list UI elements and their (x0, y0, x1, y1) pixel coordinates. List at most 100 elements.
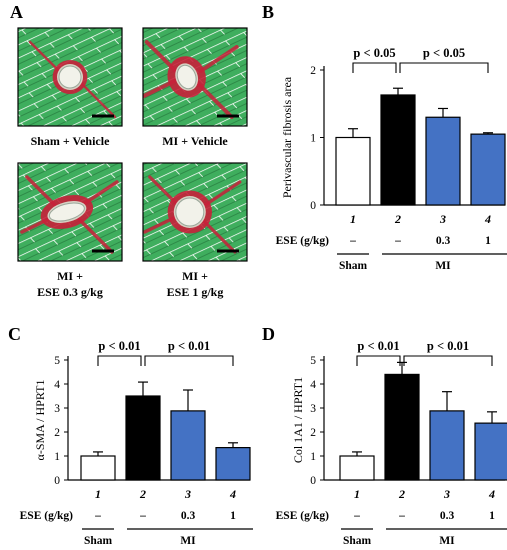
p-value-label: p < 0.01 (168, 339, 210, 353)
p-value-label: p < 0.05 (353, 46, 395, 60)
panel-a-letter: A (10, 2, 23, 22)
bar-number: 4 (229, 487, 236, 501)
bar-number: 1 (350, 212, 356, 226)
bar-number: 4 (488, 487, 495, 501)
histology-caption: MI + (57, 269, 83, 283)
bar-4 (215, 447, 251, 481)
bar-3 (170, 410, 206, 481)
significance-bracket (144, 355, 234, 366)
y-tick-label: 4 (310, 379, 316, 391)
dose-label: – (394, 235, 401, 247)
dose-label: – (94, 510, 101, 522)
bar-2 (125, 395, 161, 481)
dose-label: – (139, 510, 146, 522)
y-tick-label: 1 (310, 133, 316, 145)
histology-caption: ESE 1 g/kg (167, 285, 224, 299)
panel-b-letter: B (262, 2, 274, 22)
y-tick-label: 0 (54, 475, 60, 487)
histology-image-3 (17, 162, 123, 262)
chart-d: 0 1 2 3 4 5 Col 1A1 / HPRT1 1 – 2 – 3 0.3 4 1 ESE (g/kg… (276, 339, 507, 547)
bar-3 (425, 116, 461, 206)
dose-label: – (398, 510, 405, 522)
panel-d-letter: D (262, 324, 275, 344)
mi-group-label: MI (439, 535, 455, 547)
bar-4 (470, 133, 506, 206)
y-tick-label: 3 (54, 403, 60, 415)
bar-number: 1 (354, 487, 360, 501)
y-tick-label: 2 (310, 427, 316, 439)
dose-label: 1 (485, 235, 491, 247)
histology-image-1 (17, 27, 123, 127)
y-axis-label: α-SMA / HPRT1 (33, 380, 47, 461)
bar-4 (474, 422, 507, 481)
significance-bracket (97, 355, 142, 366)
vessel-lumen (48, 202, 85, 222)
bar-number: 3 (443, 487, 450, 501)
bar-number: 2 (394, 212, 401, 226)
y-tick-label: 1 (310, 451, 316, 463)
fibrosis-streak (202, 180, 242, 208)
mi-group-label: MI (435, 260, 451, 272)
y-tick-label: 0 (310, 475, 316, 487)
significance-bracket (403, 355, 493, 366)
y-axis-label: Col 1A1 / HPRT1 (291, 377, 305, 463)
chart-b: 0 1 2 Perivascular fibrosis area 1 – 2 – 3 0.3 4 1 E… (276, 46, 507, 272)
significance-bracket (399, 62, 489, 73)
sham-group-label: Sham (84, 535, 113, 547)
vessel-lumen (58, 65, 82, 89)
bar-1 (80, 455, 116, 481)
dose-label: 0.3 (440, 510, 455, 522)
bar-1 (335, 136, 371, 206)
bar-number: 1 (95, 487, 101, 501)
y-tick-label: 0 (310, 200, 316, 212)
dose-label: 1 (230, 510, 236, 522)
y-axis-label: Perivascular fibrosis area (280, 76, 294, 198)
treatment-label: ESE (g/kg) (276, 235, 330, 247)
histology-caption: MI + (182, 269, 208, 283)
bar-2 (380, 94, 416, 206)
mi-group-label: MI (180, 535, 196, 547)
fibrosis-streak (28, 40, 62, 74)
treatment-label: ESE (g/kg) (20, 510, 74, 522)
p-value-label: p < 0.01 (427, 339, 469, 353)
histology-caption: ESE 0.3 g/kg (37, 285, 103, 299)
bar-number: 4 (484, 212, 491, 226)
bar-number: 3 (184, 487, 191, 501)
p-value-label: p < 0.01 (357, 339, 399, 353)
dose-label: 1 (489, 510, 495, 522)
sham-group-label: Sham (339, 260, 368, 272)
bar-number: 2 (139, 487, 146, 501)
sham-group-label: Sham (343, 535, 372, 547)
fibrosis-streak (198, 45, 239, 73)
dose-label: – (353, 510, 360, 522)
y-tick-label: 4 (54, 379, 60, 391)
histology-caption: MI + Vehicle (162, 134, 228, 148)
histology-caption: Sham + Vehicle (31, 134, 111, 148)
y-tick-label: 1 (54, 451, 60, 463)
fibrosis-streak (78, 80, 117, 119)
significance-bracket (352, 62, 397, 73)
fibrosis-streak (75, 215, 114, 254)
panel-a: A Sham + Vehicle MI + Vehicle MI + ESE 0.3 … (10, 2, 248, 299)
chart-c: 0 1 2 3 4 5 α-SMA / HPRT1 1 – 2 – 3 0.3 4 1 ESE (g/kg) S… (20, 339, 253, 547)
dose-label: – (349, 235, 356, 247)
significance-bracket (356, 355, 401, 366)
y-tick-label: 5 (310, 355, 316, 367)
y-tick-label: 2 (310, 65, 316, 77)
bar-number: 2 (398, 487, 405, 501)
bar-2 (384, 373, 420, 481)
y-tick-label: 5 (54, 355, 60, 367)
dose-label: 0.3 (436, 235, 451, 247)
p-value-label: p < 0.05 (423, 46, 465, 60)
histology-image-2 (142, 27, 248, 127)
panel-c-letter: C (8, 324, 21, 344)
histology-image-4 (142, 162, 248, 262)
y-tick-label: 2 (54, 427, 60, 439)
bar-number: 3 (439, 212, 446, 226)
vessel-lumen (175, 197, 205, 227)
p-value-label: p < 0.01 (98, 339, 140, 353)
bar-1 (339, 455, 375, 481)
bar-3 (429, 410, 465, 481)
treatment-label: ESE (g/kg) (276, 510, 330, 522)
